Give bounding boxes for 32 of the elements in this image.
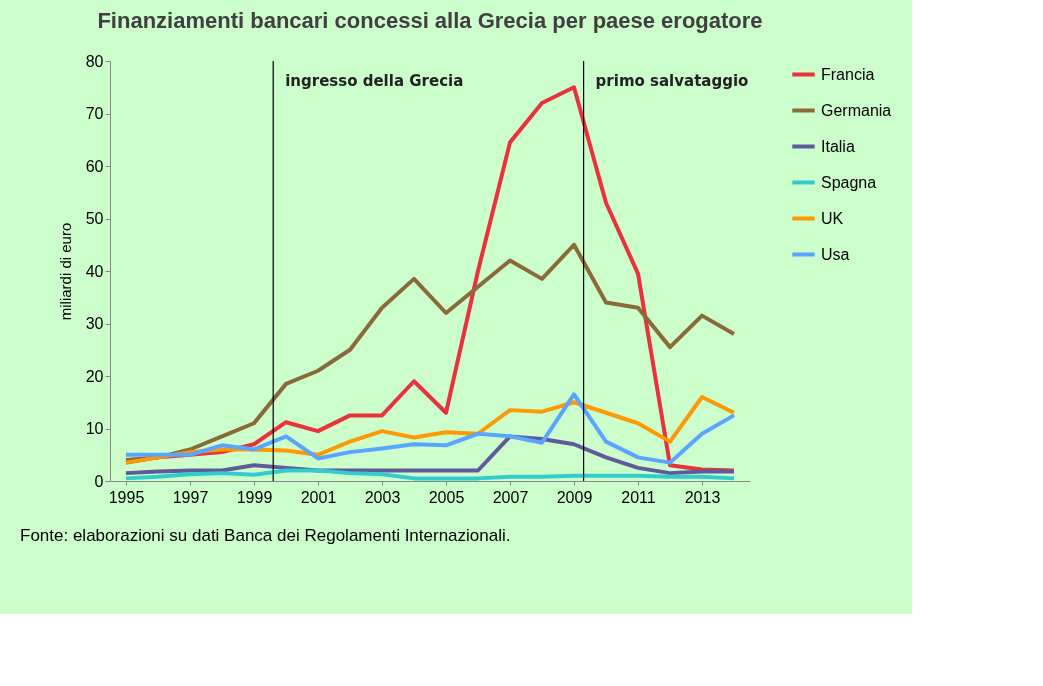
x-tick-label: 1999 bbox=[236, 488, 273, 506]
x-tick-label: 1997 bbox=[172, 488, 209, 506]
chart-title: Finanziamenti bancari concessi alla Grecia per paese erogatore bbox=[97, 8, 763, 33]
x-tick-label: 2001 bbox=[300, 488, 337, 506]
x-tick-label: 2007 bbox=[492, 488, 529, 506]
y-tick-label: 30 bbox=[85, 315, 104, 332]
source-note: Fonte: elaborazioni su dati Banca dei Regolamenti Internazionali. bbox=[20, 526, 511, 545]
x-tick-label: 2005 bbox=[428, 488, 465, 506]
line-series bbox=[124, 468, 736, 481]
x-tick-label: 2011 bbox=[621, 488, 656, 506]
legend-label: Francia bbox=[821, 65, 875, 83]
y-tick-label: 80 bbox=[85, 52, 104, 70]
y-axis-title: miliardi di euro bbox=[56, 222, 74, 321]
y-tick-label: 10 bbox=[85, 420, 104, 437]
x-tick-label: 2003 bbox=[364, 488, 401, 506]
legend-label: UK bbox=[821, 209, 844, 227]
y-tick-label: 70 bbox=[85, 105, 104, 122]
ref-line-label: ingresso della Grecia bbox=[285, 72, 464, 90]
legend-label: Italia bbox=[821, 137, 855, 155]
ref-line-label: primo salvataggio bbox=[595, 72, 749, 90]
y-tick-label: 50 bbox=[85, 210, 104, 227]
x-tick-label: 2013 bbox=[684, 488, 721, 506]
legend-label: Germania bbox=[821, 101, 892, 119]
legend-label: Spagna bbox=[821, 173, 877, 191]
x-tick-label: 2009 bbox=[556, 488, 593, 506]
y-tick-label: 60 bbox=[85, 157, 104, 175]
x-tick-label: 1995 bbox=[108, 488, 145, 506]
y-tick-label: 20 bbox=[85, 367, 104, 385]
line-series bbox=[124, 242, 736, 462]
legend-label: Usa bbox=[821, 245, 850, 263]
y-tick-label: 0 bbox=[94, 472, 104, 490]
y-tick-label: 40 bbox=[85, 262, 104, 280]
